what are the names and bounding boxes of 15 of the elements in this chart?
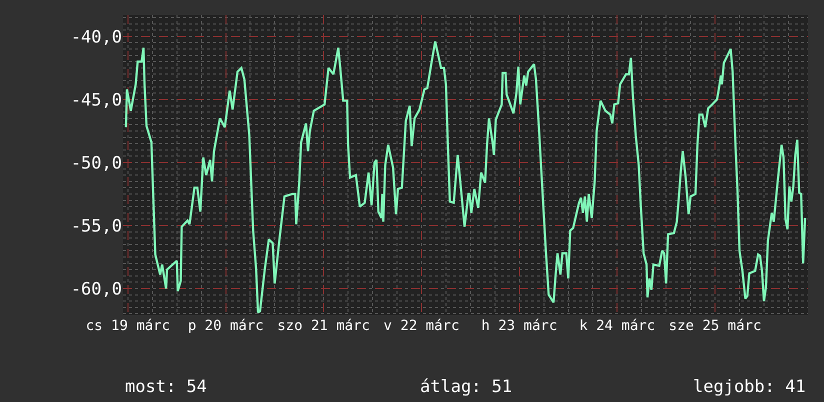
x-tick-label: p 20 márc: [188, 318, 264, 334]
x-tick-label: k 24 márc: [579, 318, 656, 334]
y-tick-label: -55,0: [70, 216, 122, 236]
x-tick-label: cs 19 márc: [86, 318, 170, 334]
text: legjobb: 41: [693, 377, 806, 397]
x-tick-label: h 23 márc: [481, 318, 558, 334]
y-tick-label: -40,0: [70, 27, 122, 48]
x-tick-label: v 22 márc: [384, 318, 460, 334]
text: most: 54: [125, 377, 207, 397]
y-tick-label: -45,0: [70, 90, 122, 110]
x-tick-label: sze 25 márc: [668, 318, 762, 334]
y-tick-label: -50,0: [70, 153, 122, 174]
x-tick-label: szo 21 márc: [277, 318, 370, 334]
text: átlag: 51: [420, 377, 512, 397]
y-tick-label: -60,0: [70, 279, 122, 300]
